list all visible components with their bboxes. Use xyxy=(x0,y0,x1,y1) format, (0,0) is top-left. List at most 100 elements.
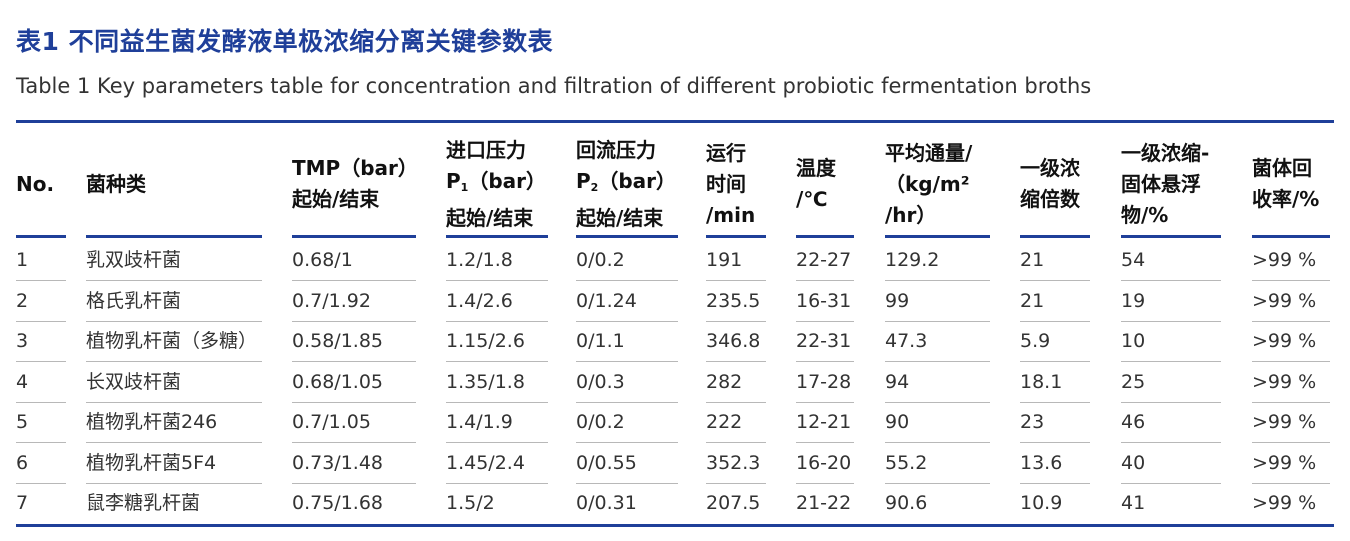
column-header-line: /hr） xyxy=(885,202,937,227)
table-cell: 19 xyxy=(1121,281,1221,322)
column-header-underline xyxy=(706,235,766,238)
column-header-underline xyxy=(292,235,416,238)
table-bottom-rule xyxy=(16,524,1334,527)
column-header-4: 进口压力 P1（bar） 起始/结束 xyxy=(446,132,548,238)
column-header-underline xyxy=(796,235,854,238)
pressure-unit: （bar） xyxy=(598,168,677,193)
column-header-line: TMP（bar） xyxy=(292,156,418,180)
table-cell: 0.7/1.05 xyxy=(292,402,416,443)
table-cell: 0/0.2 xyxy=(576,402,678,443)
table-cell: 3 xyxy=(16,321,66,362)
table-cell: 6 xyxy=(16,443,66,484)
table-cell: 1.4/1.9 xyxy=(446,402,548,443)
table-cell: 235.5 xyxy=(706,281,766,322)
table-cell: >99 % xyxy=(1252,321,1330,362)
column-header-line: 菌体回 xyxy=(1252,156,1312,180)
table-cell: >99 % xyxy=(1252,443,1330,484)
column-header-line: 时间 xyxy=(706,171,746,196)
table-cell: 10 xyxy=(1121,321,1221,362)
table-cell: 90 xyxy=(885,402,990,443)
table-cell: 1.5/2 xyxy=(446,492,495,514)
table-cell: 0.68/1.05 xyxy=(292,362,416,403)
column-header-line: /℃ xyxy=(796,187,828,211)
column-header-line: 固体悬浮 xyxy=(1121,171,1201,196)
table-cell: 0/0.2 xyxy=(576,240,678,281)
column-header-11: 菌体回 收率/% xyxy=(1252,132,1330,238)
table-cell: 0.73/1.48 xyxy=(292,443,416,484)
table-cell: 94 xyxy=(885,362,990,403)
column-header-1: No. xyxy=(16,132,66,238)
table-cell: 0/0.31 xyxy=(576,492,637,514)
column-header-10: 一级浓缩- 固体悬浮 物/% xyxy=(1121,132,1221,238)
table-cell: 40 xyxy=(1121,443,1221,484)
table-cell: >99 % xyxy=(1252,362,1330,403)
table-cell: 10.9 xyxy=(1020,492,1063,514)
table-cell: 格氏乳杆菌 xyxy=(86,281,262,322)
table-cell: 4 xyxy=(16,362,66,403)
table-cell: 47.3 xyxy=(885,321,990,362)
table-cell: 346.8 xyxy=(706,321,766,362)
column-header-line: 起始/结束 xyxy=(292,187,380,211)
column-header-5: 回流压力 P2（bar） 起始/结束 xyxy=(576,132,678,238)
column-header-underline xyxy=(86,235,262,238)
table-cell: 222 xyxy=(706,402,766,443)
pressure-subscript: 2 xyxy=(590,180,599,194)
table-cell: 1 xyxy=(16,240,66,281)
table-cell: 0.75/1.68 xyxy=(292,492,384,514)
table-cell: >99 % xyxy=(1252,240,1330,281)
column-header-underline xyxy=(446,235,548,238)
table-title-cn: 表1 不同益生菌发酵液单极浓缩分离关键参数表 xyxy=(16,27,554,56)
table-cell: 12-21 xyxy=(796,402,854,443)
pressure-symbol: P xyxy=(576,168,591,193)
column-header-line: 温度 xyxy=(796,156,836,180)
table-cell: 207.5 xyxy=(706,492,761,514)
table-row: 7 鼠李糖乳杆菌 0.75/1.68 1.5/2 0/0.31 207.5 21-22 90.… xyxy=(0,483,1350,524)
column-header-line: 起始/结束 xyxy=(446,205,534,230)
table-cell: 54 xyxy=(1121,240,1221,281)
table-cell: 25 xyxy=(1121,362,1221,403)
table-cell: 352.3 xyxy=(706,443,766,484)
table-cell: 植物乳杆菌（多糖） xyxy=(86,321,262,362)
column-header-9: 一级浓 缩倍数 xyxy=(1020,132,1090,238)
pressure-subscript: 1 xyxy=(460,180,469,194)
table-cell: 植物乳杆菌5F4 xyxy=(86,443,262,484)
column-header-underline xyxy=(16,235,66,238)
table-row: 5 植物乳杆菌246 0.7/1.05 1.4/1.9 0/0.2 222 12-21 90 2… xyxy=(0,402,1350,443)
table-cell: 1.4/2.6 xyxy=(446,281,548,322)
column-header-line: 菌种类 xyxy=(86,171,146,196)
table-row: 3 植物乳杆菌（多糖） 0.58/1.85 1.15/2.6 0/1.1 346.8 22-… xyxy=(0,321,1350,362)
table-cell: 17-28 xyxy=(796,362,854,403)
table-cell: 21 xyxy=(1020,281,1090,322)
table-cell: 0/1.24 xyxy=(576,281,678,322)
table-row: 4 长双歧杆菌 0.68/1.05 1.35/1.8 0/0.3 282 17-28 94 18… xyxy=(0,362,1350,403)
table-cell: 191 xyxy=(706,240,766,281)
column-header-underline xyxy=(576,235,678,238)
table-cell: 鼠李糖乳杆菌 xyxy=(86,492,201,514)
table-cell: 0.58/1.85 xyxy=(292,321,416,362)
column-header-line: 回流压力 xyxy=(576,137,656,162)
table-cell: 乳双歧杆菌 xyxy=(86,240,262,281)
column-header-underline xyxy=(1121,235,1221,238)
table-cell: 0/0.55 xyxy=(576,443,678,484)
column-header-line: 起始/结束 xyxy=(576,205,664,230)
table-cell: 16-31 xyxy=(796,281,854,322)
table-cell: 55.2 xyxy=(885,443,990,484)
table-cell: 植物乳杆菌246 xyxy=(86,402,262,443)
column-header-line: 平均通量/ xyxy=(885,140,973,165)
column-header-underline xyxy=(1252,235,1330,238)
table-cell: 22-27 xyxy=(796,240,854,281)
column-header-line: P2（bar） xyxy=(576,166,678,203)
table-cell: 16-20 xyxy=(796,443,854,484)
table-cell: 7 xyxy=(16,492,29,514)
table-cell: 22-31 xyxy=(796,321,854,362)
table-cell: 长双歧杆菌 xyxy=(86,362,262,403)
table-cell: 0.7/1.92 xyxy=(292,281,416,322)
column-header-7: 温度 /℃ xyxy=(796,132,854,238)
table-cell: 46 xyxy=(1121,402,1221,443)
column-header-8: 平均通量/ （kg/m²/hr） xyxy=(885,132,990,238)
pressure-unit: （bar） xyxy=(468,168,547,193)
table-cell: 1.2/1.8 xyxy=(446,240,548,281)
table-cell: 5 xyxy=(16,402,66,443)
table-cell: 21-22 xyxy=(796,492,852,514)
column-header-2: 菌种类 xyxy=(86,132,262,238)
